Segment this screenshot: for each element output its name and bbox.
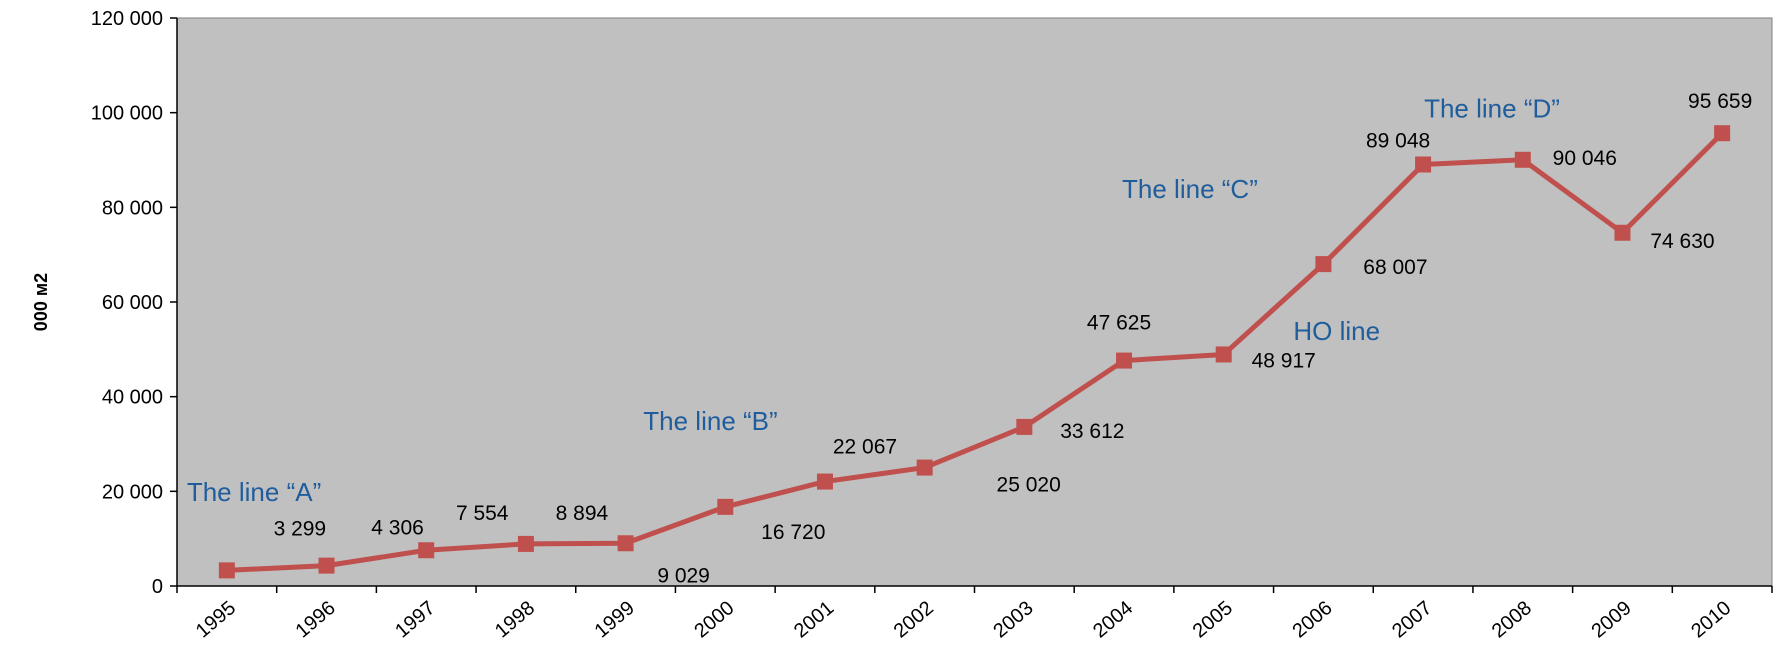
data-label: 48 917: [1252, 349, 1316, 372]
annotation-label: The line “D”: [1424, 93, 1560, 123]
data-point: [517, 535, 534, 552]
data-label: 90 046: [1553, 147, 1617, 170]
data-point: [916, 459, 933, 476]
x-tick-label: 2002: [890, 597, 938, 642]
data-point: [617, 535, 634, 552]
y-tick-label: 40 000: [102, 387, 163, 409]
data-point: [1514, 151, 1531, 168]
data-labels: 3 299 4 306 7 554 8 894 9 029 16 720 22 067 25 …: [274, 90, 1753, 587]
data-label: 22 067: [833, 436, 897, 459]
data-point: [418, 542, 435, 559]
data-point: [717, 498, 734, 515]
x-axis: 1995 1996 1997 1998 1999 2000 2001 2002 2003 2004…: [176, 585, 1773, 642]
data-label: 3 299: [274, 517, 327, 540]
x-tick-label: 2008: [1488, 597, 1536, 642]
annotations: The line “A” The line “B” The line “C” HO l…: [187, 93, 1560, 506]
data-point: [1415, 156, 1432, 173]
x-tick-label: 2004: [1089, 597, 1137, 642]
annotation-label: The line “A”: [187, 477, 321, 507]
x-tick-label: 1995: [192, 597, 240, 642]
x-tick-label: 2009: [1587, 597, 1635, 642]
data-label: 74 630: [1650, 230, 1714, 253]
y-tick-label: 20 000: [102, 481, 163, 503]
data-label: 9 029: [657, 564, 710, 587]
series-path: [226, 131, 1724, 573]
data-label: 16 720: [761, 521, 825, 544]
annotation-label: HO line: [1293, 316, 1380, 346]
data-label: 68 007: [1363, 256, 1427, 279]
data-label: 25 020: [997, 474, 1061, 497]
y-tick-label: 100 000: [91, 103, 163, 125]
data-label: 4 306: [371, 517, 424, 540]
data-point: [1116, 352, 1133, 369]
x-tick-label: 1996: [292, 597, 340, 642]
x-tick-label: 1998: [491, 597, 539, 642]
data-point: [1016, 418, 1033, 435]
x-tick-label: 1999: [591, 597, 639, 642]
annotation-label: The line “C”: [1122, 174, 1258, 204]
y-axis-title: 000 м2: [31, 273, 51, 331]
y-axis: 0 20 000 40 000 60 000 80 000 100 000 120 000: [91, 8, 178, 598]
data-point: [218, 562, 235, 579]
data-point: [1614, 224, 1631, 241]
series-line: [218, 125, 1731, 579]
x-tick-label: 2003: [989, 597, 1037, 642]
x-tick-label: 2006: [1288, 597, 1336, 642]
data-label: 8 894: [556, 502, 609, 525]
x-tick-label: 2010: [1687, 597, 1735, 642]
data-label: 95 659: [1688, 90, 1752, 113]
x-tick-label: 2001: [790, 597, 838, 642]
data-point: [1215, 346, 1232, 363]
data-label: 47 625: [1087, 312, 1151, 335]
x-tick-label: 2005: [1189, 597, 1237, 642]
data-point: [1714, 125, 1731, 142]
data-label: 7 554: [456, 502, 509, 525]
data-label: 33 612: [1060, 420, 1124, 443]
x-tick-label: 1997: [391, 597, 439, 642]
data-point: [816, 473, 833, 490]
annotation-label: The line “B”: [643, 406, 777, 436]
data-point: [1315, 256, 1332, 273]
y-tick-label: 60 000: [102, 292, 163, 314]
y-tick-label: 0: [152, 576, 163, 598]
x-tick-label: 2007: [1388, 597, 1436, 642]
y-tick-label: 80 000: [102, 197, 163, 219]
data-point: [318, 557, 335, 574]
data-label: 89 048: [1366, 130, 1430, 153]
x-tick-label: 2000: [690, 597, 738, 642]
y-tick-label: 120 000: [91, 8, 163, 30]
plot-area: [176, 17, 1773, 587]
